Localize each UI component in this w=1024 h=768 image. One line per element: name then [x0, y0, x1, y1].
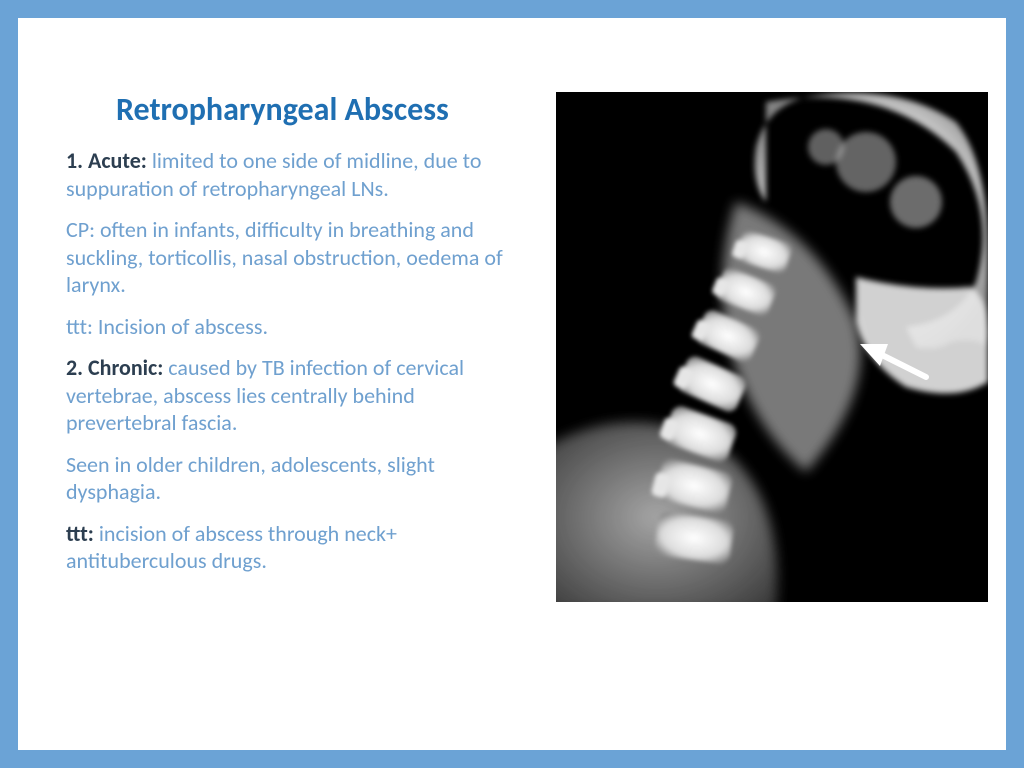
- xray-svg: [556, 92, 988, 602]
- body-ttt1: ttt: Incision of abscess.: [66, 313, 268, 340]
- paragraph-ttt2: ttt: incision of abscess through neck+ a…: [66, 520, 506, 575]
- paragraph-ttt1: ttt: Incision of abscess.: [66, 313, 506, 341]
- paragraph-cp: CP: often in infants, difficulty in brea…: [66, 216, 506, 299]
- paragraph-acute: 1. Acute: limited to one side of midline…: [66, 147, 506, 202]
- body-cp: CP: often in infants, difficulty in brea…: [66, 216, 503, 298]
- slide-title: Retropharyngeal Abscess: [66, 90, 506, 129]
- body-ttt2: incision of abscess through neck+ antitu…: [66, 520, 397, 575]
- xray-image: [556, 92, 988, 602]
- slide-frame: Retropharyngeal Abscess 1. Acute: limite…: [0, 0, 1024, 768]
- body-seen: Seen in older children, adolescents, sli…: [66, 451, 435, 506]
- lead-acute: 1. Acute:: [66, 147, 152, 174]
- lead-chronic: 2. Chronic:: [66, 354, 168, 381]
- paragraph-seen: Seen in older children, adolescents, sli…: [66, 451, 506, 506]
- lead-ttt2: ttt:: [66, 520, 99, 547]
- text-content-area: Retropharyngeal Abscess 1. Acute: limite…: [66, 90, 506, 589]
- paragraph-chronic: 2. Chronic: caused by TB infection of ce…: [66, 354, 506, 437]
